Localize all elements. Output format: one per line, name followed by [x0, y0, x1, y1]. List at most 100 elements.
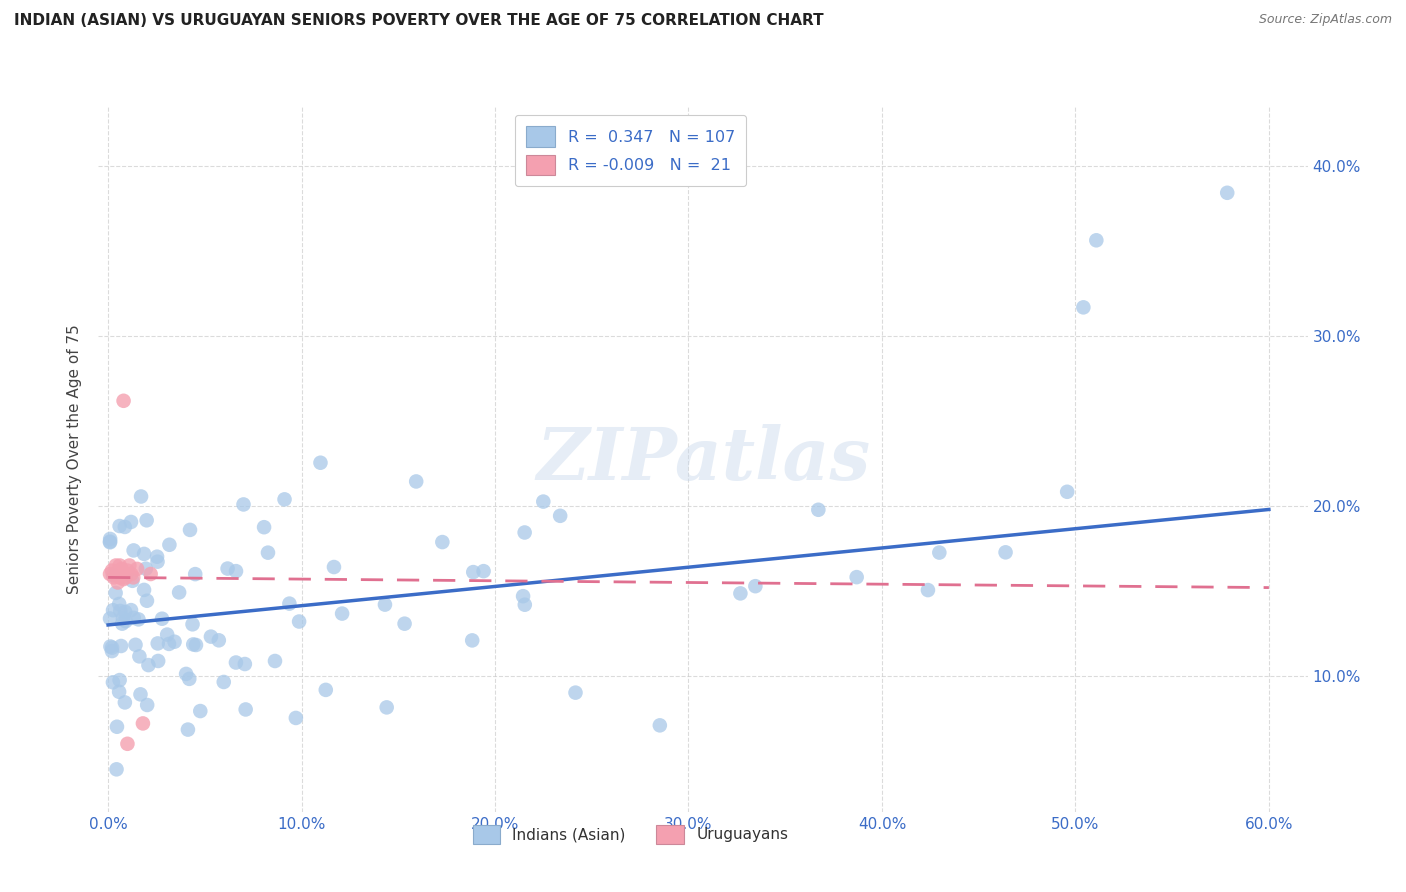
- Point: [167, 585, 190, 599]
- Point: [112, 572, 135, 586]
- Point: [253, 520, 276, 534]
- Point: [807, 502, 830, 516]
- Point: [323, 560, 346, 574]
- Point: [548, 508, 571, 523]
- Point: [129, 687, 152, 701]
- Point: [184, 567, 207, 582]
- Point: [472, 564, 495, 578]
- Point: [278, 597, 301, 611]
- Point: [98, 535, 121, 549]
- Point: [184, 638, 207, 652]
- Point: [124, 638, 146, 652]
- Point: [150, 612, 173, 626]
- Point: [127, 612, 149, 626]
- Point: [114, 695, 136, 709]
- Point: [105, 762, 128, 776]
- Point: [121, 574, 143, 588]
- Point: [531, 494, 554, 508]
- Point: [114, 570, 136, 584]
- Point: [225, 656, 247, 670]
- Point: [188, 704, 211, 718]
- Point: [264, 654, 287, 668]
- Point: [101, 675, 124, 690]
- Point: [138, 658, 160, 673]
- Point: [1073, 301, 1095, 315]
- Point: [1056, 484, 1078, 499]
- Point: [117, 737, 139, 751]
- Point: [257, 546, 280, 560]
- Point: [156, 627, 179, 641]
- Point: [132, 582, 155, 597]
- Point: [1085, 233, 1108, 247]
- Text: INDIAN (ASIAN) VS URUGUAYAN SENIORS POVERTY OVER THE AGE OF 75 CORRELATION CHART: INDIAN (ASIAN) VS URUGUAYAN SENIORS POVE…: [14, 13, 824, 29]
- Point: [461, 633, 484, 648]
- Point: [127, 562, 149, 576]
- Point: [111, 562, 134, 576]
- Point: [108, 685, 131, 699]
- Point: [120, 603, 142, 617]
- Point: [101, 603, 124, 617]
- Point: [315, 682, 337, 697]
- Point: [122, 543, 145, 558]
- Point: [114, 614, 136, 628]
- Point: [108, 558, 131, 573]
- Point: [103, 570, 125, 584]
- Point: [405, 475, 427, 489]
- Point: [139, 566, 162, 581]
- Point: [163, 634, 186, 648]
- Point: [120, 566, 142, 581]
- Point: [648, 718, 671, 732]
- Point: [101, 644, 124, 658]
- Point: [374, 598, 396, 612]
- Point: [744, 579, 766, 593]
- Point: [114, 605, 136, 619]
- Point: [179, 523, 201, 537]
- Point: [157, 637, 180, 651]
- Point: [564, 686, 586, 700]
- Point: [101, 564, 124, 578]
- Point: [233, 657, 256, 671]
- Point: [177, 723, 200, 737]
- Point: [111, 566, 134, 581]
- Point: [928, 545, 950, 559]
- Point: [273, 492, 295, 507]
- Point: [994, 545, 1017, 559]
- Point: [135, 513, 157, 527]
- Point: [132, 716, 155, 731]
- Point: [105, 720, 128, 734]
- Point: [284, 711, 307, 725]
- Point: [146, 636, 169, 650]
- Point: [104, 558, 127, 573]
- Point: [101, 640, 124, 655]
- Point: [114, 520, 136, 534]
- Point: [225, 564, 247, 578]
- Point: [107, 566, 129, 581]
- Point: [513, 525, 536, 540]
- Point: [104, 586, 127, 600]
- Point: [375, 700, 398, 714]
- Point: [108, 597, 131, 611]
- Point: [512, 589, 534, 603]
- Point: [128, 649, 150, 664]
- Point: [917, 583, 939, 598]
- Point: [122, 611, 145, 625]
- Text: Source: ZipAtlas.com: Source: ZipAtlas.com: [1258, 13, 1392, 27]
- Point: [288, 615, 311, 629]
- Point: [174, 667, 197, 681]
- Point: [146, 654, 169, 668]
- Point: [110, 639, 132, 653]
- Point: [146, 549, 169, 564]
- Point: [845, 570, 868, 584]
- Point: [120, 515, 142, 529]
- Point: [200, 630, 222, 644]
- Point: [111, 611, 134, 625]
- Point: [108, 570, 131, 584]
- Point: [108, 604, 131, 618]
- Point: [98, 566, 121, 581]
- Point: [513, 598, 536, 612]
- Point: [432, 535, 454, 549]
- Point: [108, 673, 131, 687]
- Point: [122, 570, 145, 584]
- Point: [232, 498, 254, 512]
- Point: [208, 633, 231, 648]
